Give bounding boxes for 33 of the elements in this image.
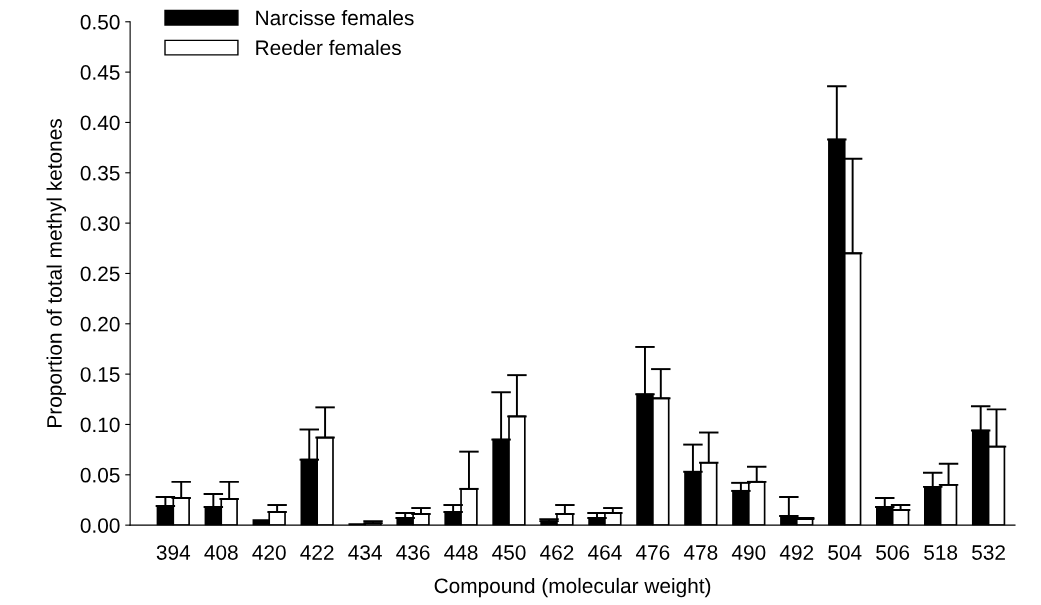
x-axis-title: Compound (molecular weight) — [434, 577, 711, 598]
x-tick-label: 408 — [204, 545, 238, 560]
y-tick-label: 0.40 — [80, 115, 120, 131]
x-tick-label: 532 — [972, 545, 1005, 560]
x-tick-label: 422 — [300, 545, 334, 560]
y-tick-label: 0.30 — [80, 216, 120, 231]
y-tick-label: 0.20 — [80, 316, 120, 332]
x-tick-label: 434 — [348, 545, 382, 560]
x-tick-label: 492 — [779, 545, 814, 560]
x-tick-label: 518 — [924, 545, 958, 560]
x-tick-label: 462 — [540, 545, 574, 560]
x-tick-label: 476 — [635, 545, 670, 560]
y-tick-label: 0.05 — [80, 467, 120, 483]
x-tick-label: 436 — [396, 545, 430, 560]
legend-label: Reeder females — [256, 39, 401, 56]
x-tick-label: 490 — [731, 545, 766, 560]
x-tick-label: 478 — [683, 545, 718, 560]
x-tick-label: 450 — [492, 545, 526, 560]
x-tick-label: 420 — [252, 545, 286, 560]
y-tick-label: 0.00 — [80, 518, 120, 533]
legend-label: Narcisse females — [256, 9, 414, 26]
y-tick-label: 0.25 — [80, 266, 120, 282]
y-tick-label: 0.50 — [80, 14, 120, 30]
y-tick-label: 0.10 — [80, 417, 120, 433]
y-axis-title: Proportion of total methyl ketones — [46, 119, 66, 427]
x-tick-label: 448 — [444, 545, 478, 560]
x-tick-label: 464 — [588, 545, 622, 560]
x-tick-label: 394 — [156, 545, 191, 560]
y-tick-label: 0.35 — [80, 165, 120, 181]
x-tick-label: 504 — [828, 545, 862, 560]
y-tick-label: 0.15 — [80, 367, 120, 382]
y-tick-label: 0.45 — [80, 65, 120, 80]
x-tick-label: 506 — [876, 545, 910, 560]
